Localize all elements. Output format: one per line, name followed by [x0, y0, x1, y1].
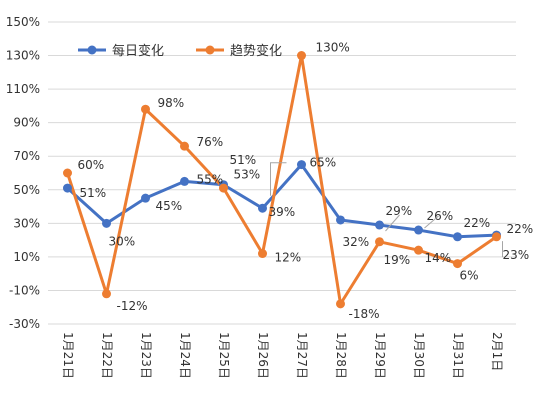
y-tick-label: 130%	[6, 49, 40, 63]
data-label: 55%	[197, 172, 224, 186]
data-label: 45%	[156, 199, 183, 213]
x-tick-label: 1月27日	[295, 332, 309, 379]
series-0-point	[102, 218, 111, 228]
data-label: -12%	[117, 299, 148, 313]
series-1-point	[219, 183, 228, 193]
data-label: 51%	[230, 153, 257, 167]
series-1-point	[141, 104, 150, 114]
x-tick-label: 1月31日	[451, 332, 465, 379]
series-0-point	[180, 176, 189, 186]
series-1-point	[102, 289, 111, 299]
series-0-point	[63, 183, 72, 193]
series-0-point	[336, 215, 345, 225]
legend: 每日变化 趋势变化	[78, 43, 282, 59]
x-tick-label: 1月24日	[178, 332, 192, 379]
y-tick-label: 90%	[13, 116, 40, 130]
x-tick-label: 1月29日	[373, 332, 387, 379]
x-tick-label: 1月25日	[217, 332, 231, 379]
data-label: 76%	[197, 135, 224, 149]
legend-swatch-marker-0	[87, 45, 97, 55]
x-tick-label: 1月26日	[256, 332, 270, 379]
series-0-point	[141, 193, 150, 203]
data-label: 30%	[109, 234, 136, 248]
data-label: 65%	[310, 156, 337, 170]
data-label: -18%	[349, 307, 380, 321]
y-tick-label: 10%	[13, 250, 40, 264]
series-1-point	[180, 141, 189, 151]
data-label: 22%	[507, 222, 534, 236]
legend-label-1: 趋势变化	[230, 43, 282, 59]
data-label: 29%	[386, 204, 413, 218]
series-0-point	[453, 232, 462, 242]
grid-layer	[48, 21, 516, 325]
series-1-point	[63, 168, 72, 178]
y-tick-label: 110%	[6, 82, 40, 96]
series-0-point	[297, 160, 306, 170]
y-tick-label: 50%	[13, 183, 40, 197]
leader-line	[424, 215, 439, 229]
series-0-point	[258, 203, 267, 213]
data-label-layer: 51% 30% 45% 55% 53% 39% 65% 32% 29% 26% 22% 23% 60% -…	[78, 41, 534, 321]
y-tick-label: -30%	[9, 317, 40, 331]
leader-line	[385, 214, 400, 232]
y-tick-label: 150%	[6, 15, 40, 29]
x-tick-label: 1月23日	[139, 332, 153, 379]
series-1-point	[453, 259, 462, 269]
y-tick-label: 70%	[13, 149, 40, 163]
y-tick-label: 30%	[13, 216, 40, 230]
series-1-point	[375, 237, 384, 247]
data-label: 51%	[80, 186, 107, 200]
data-label: 14%	[425, 251, 452, 265]
data-label: 12%	[275, 251, 302, 265]
data-label: 53%	[234, 168, 261, 182]
data-label: 23%	[503, 248, 530, 262]
series-0-point	[375, 220, 384, 230]
axis-layer: -30% -10% 10% 30% 50% 70% 90% 110% 130% 150% 1月21日…	[6, 15, 504, 379]
data-label: 26%	[427, 209, 454, 223]
data-label: 22%	[464, 216, 491, 230]
data-label: 60%	[78, 158, 105, 172]
series-layer	[63, 51, 501, 309]
data-label: 39%	[269, 205, 296, 219]
y-tick-label: -10%	[9, 283, 40, 297]
data-label: 130%	[316, 41, 350, 55]
series-line-1	[66, 54, 498, 306]
data-label: 19%	[384, 253, 411, 267]
series-1-point	[297, 51, 306, 61]
leader-line	[270, 162, 287, 196]
series-1-point	[258, 249, 267, 259]
series-0-point	[414, 225, 423, 235]
data-label: 98%	[158, 96, 185, 110]
series-1-point	[492, 232, 501, 242]
x-tick-label: 1月21日	[61, 332, 75, 379]
legend-label-0: 每日变化	[112, 43, 164, 59]
x-tick-label: 1月28日	[334, 332, 348, 379]
series-1-point	[414, 245, 423, 255]
data-label: 6%	[460, 269, 479, 283]
x-tick-label: 1月22日	[100, 332, 114, 379]
x-tick-label: 1月30日	[412, 332, 426, 379]
series-1-point	[336, 299, 345, 309]
data-label: 32%	[343, 235, 370, 249]
x-tick-label: 2月1日	[490, 332, 504, 371]
legend-swatch-marker-1	[205, 45, 215, 55]
series-line-0	[66, 163, 497, 239]
